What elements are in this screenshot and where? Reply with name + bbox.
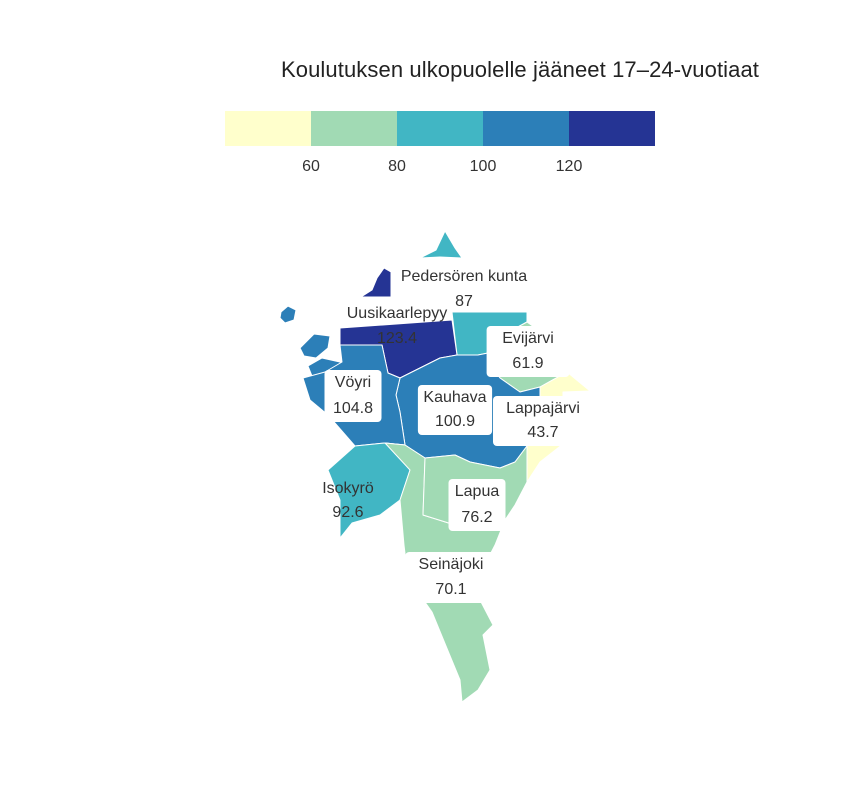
region-value: 123.4 — [377, 330, 417, 347]
region-label: Evijärvi 61.9 — [486, 326, 570, 377]
region-label: Lapua 76.2 — [448, 479, 506, 531]
region-label-box — [405, 552, 497, 603]
map-title: Koulutuksen ulkopuolelle jääneet 17–24-v… — [280, 57, 760, 82]
region-label: Seinäjoki 70.1 — [405, 552, 497, 603]
region-label: Vöyri 104.8 — [324, 370, 382, 422]
legend-tick-label: 80 — [388, 158, 406, 175]
region-label-box — [486, 326, 570, 377]
region-name: Lappajärvi — [506, 400, 580, 417]
legend-bin — [483, 111, 569, 146]
region-voyri-island-2[interactable] — [299, 333, 331, 359]
legend-tick-label: 100 — [470, 158, 497, 175]
region-label: Lappajärvi 43.7 — [493, 396, 593, 446]
region-name: Evijärvi — [502, 330, 554, 347]
region-label: Uusikaarlepyy 123.4 — [347, 305, 447, 347]
region-value: 76.2 — [461, 509, 492, 526]
region-value: 87 — [455, 293, 473, 310]
region-value: 70.1 — [435, 581, 466, 598]
legend-tick-label: 120 — [556, 158, 583, 175]
region-name: Uusikaarlepyy — [347, 305, 447, 322]
region-uusikaarlepyy-north[interactable] — [360, 267, 392, 298]
region-label: Kauhava 100.9 — [417, 385, 493, 435]
region-name: Kauhava — [423, 389, 486, 406]
legend-bin — [311, 111, 397, 146]
region-name: Pedersören kunta — [401, 268, 527, 285]
region-label-box — [448, 479, 506, 531]
region-name: Vöyri — [335, 374, 371, 391]
region-label-box — [417, 385, 493, 435]
region-voyri-island-1[interactable] — [279, 305, 297, 324]
region-label-box — [493, 396, 593, 446]
region-value: 104.8 — [333, 400, 373, 417]
legend-bin — [225, 111, 311, 146]
region-label: Isokyrö 92.6 — [322, 480, 374, 521]
region-value: 43.7 — [527, 424, 558, 441]
region-pedersoren-kunta[interactable] — [419, 230, 463, 259]
region-label: Pedersören kunta 87 — [401, 268, 527, 310]
legend-bin — [569, 111, 655, 146]
region-label-box — [324, 370, 382, 422]
region-name: Isokyrö — [322, 480, 374, 497]
region-value: 100.9 — [435, 413, 475, 430]
region-value: 61.9 — [512, 355, 543, 372]
region-name: Seinäjoki — [419, 556, 484, 573]
region-name: Lapua — [455, 483, 500, 500]
color-legend: 60 80 100 120 — [225, 111, 655, 175]
region-value: 92.6 — [332, 504, 363, 521]
legend-bin — [397, 111, 483, 146]
legend-tick-label: 60 — [302, 158, 320, 175]
